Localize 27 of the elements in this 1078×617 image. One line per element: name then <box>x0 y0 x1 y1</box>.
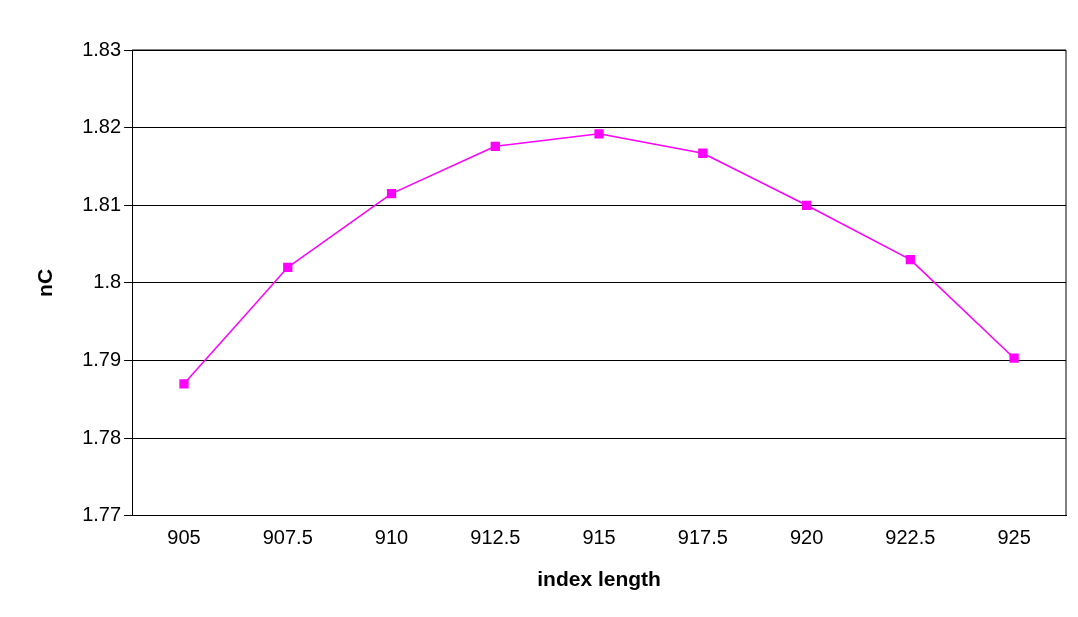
point <box>179 379 189 389</box>
x-tick-label: 920 <box>789 526 824 549</box>
x-tick-label: 917.5 <box>677 526 728 549</box>
x-tick-label: 910 <box>374 526 409 549</box>
y-tick-label: 1.8 <box>93 270 122 293</box>
y-tick-label: 1.82 <box>82 115 122 138</box>
y-axis-title: nC <box>33 268 57 297</box>
y-tick-label: 1.77 <box>82 503 122 526</box>
x-tick-label: 905 <box>167 526 201 549</box>
x-tick-label: 925 <box>997 526 1031 549</box>
y-tick-label: 1.83 <box>82 37 122 60</box>
x-tick-label: 915 <box>582 526 616 549</box>
point <box>283 262 293 273</box>
y-tick-label: 1.79 <box>82 348 122 371</box>
point <box>1009 353 1019 363</box>
x-tick-label: 922.5 <box>885 526 936 549</box>
point <box>801 200 812 210</box>
y-tick-label: 1.78 <box>82 425 122 448</box>
x-axis-title: index length <box>537 567 661 591</box>
point <box>490 141 500 151</box>
x-tick-label: 912.5 <box>470 526 521 549</box>
point <box>698 148 708 158</box>
y-tick-label: 1.81 <box>82 192 122 215</box>
point <box>594 129 604 139</box>
x-tick-label: 907.5 <box>262 526 313 549</box>
point <box>905 254 915 265</box>
point <box>386 188 397 199</box>
